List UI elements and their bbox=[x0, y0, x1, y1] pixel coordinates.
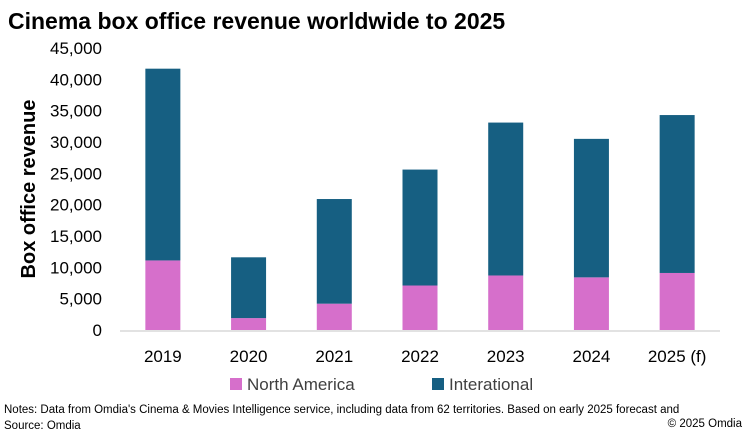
y-axis-title: Box office revenue bbox=[18, 100, 40, 279]
bar-interational bbox=[231, 257, 267, 319]
bar-north-america bbox=[488, 275, 524, 330]
bar-interational bbox=[402, 169, 438, 286]
notes-text: Notes: Data from Omdia's Cinema & Movies… bbox=[4, 404, 680, 416]
legend-swatch bbox=[230, 378, 242, 390]
y-tick-label: 35,000 bbox=[50, 102, 102, 121]
y-tick-label: 0 bbox=[93, 321, 102, 340]
bar-north-america bbox=[573, 277, 609, 330]
x-tick-label: 2020 bbox=[230, 347, 268, 366]
x-tick-label: 2021 bbox=[315, 347, 353, 366]
bar-north-america bbox=[145, 260, 181, 330]
legend-swatch bbox=[432, 378, 444, 390]
y-tick-label: 40,000 bbox=[50, 70, 102, 89]
y-tick-label: 20,000 bbox=[50, 196, 102, 215]
bar-north-america bbox=[316, 303, 352, 330]
chart-title: Cinema box office revenue worldwide to 2… bbox=[8, 8, 506, 34]
copyright: © 2025 Omdia bbox=[667, 418, 742, 430]
legend-label: North America bbox=[247, 375, 355, 394]
bar-interational bbox=[316, 199, 352, 304]
y-tick-label: 5,000 bbox=[59, 290, 102, 309]
x-tick-label: 2022 bbox=[401, 347, 439, 366]
y-tick-label: 15,000 bbox=[50, 227, 102, 246]
x-tick-label: 2025 (f) bbox=[648, 347, 707, 366]
bar-interational bbox=[488, 122, 524, 276]
x-tick-label: 2019 bbox=[144, 347, 182, 366]
legend-label: Interational bbox=[449, 375, 533, 394]
source-text: Source: Omdia bbox=[4, 420, 81, 432]
notes: Notes: Data from Omdia's Cinema & Movies… bbox=[4, 402, 679, 434]
y-tick-label: 30,000 bbox=[50, 133, 102, 152]
x-tick-label: 2024 bbox=[573, 347, 611, 366]
bar-north-america bbox=[231, 318, 267, 330]
bar-interational bbox=[573, 138, 609, 278]
bar-interational bbox=[145, 68, 181, 261]
bar-interational bbox=[659, 115, 695, 273]
y-tick-label: 45,000 bbox=[50, 39, 102, 58]
bar-north-america bbox=[659, 272, 695, 330]
bar-north-america bbox=[402, 285, 438, 330]
y-tick-label: 10,000 bbox=[50, 258, 102, 277]
y-tick-label: 25,000 bbox=[50, 164, 102, 183]
x-tick-label: 2023 bbox=[487, 347, 525, 366]
